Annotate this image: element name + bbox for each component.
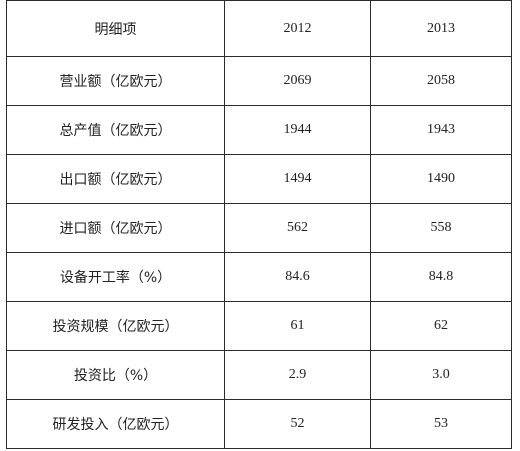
cell-2013: 1490	[370, 154, 512, 204]
cell-2012: 562	[224, 203, 371, 253]
cell-2013: 2058	[370, 56, 512, 106]
table-row: 进口额（亿欧元） 562 558	[6, 203, 512, 253]
row-label: 出口额（亿欧元）	[6, 154, 225, 204]
table-row: 设备开工率（%） 84.6 84.8	[6, 252, 512, 302]
cell-2013: 84.8	[370, 252, 512, 302]
table-header-row: 明细项 2012 2013	[6, 0, 512, 57]
column-header-item: 明细项	[6, 0, 225, 57]
cell-2012: 1944	[224, 105, 371, 155]
row-label: 投资比（%）	[6, 350, 225, 400]
cell-2012: 1494	[224, 154, 371, 204]
cell-2013: 62	[370, 301, 512, 351]
cell-2013: 53	[370, 399, 512, 449]
cell-2012: 84.6	[224, 252, 371, 302]
cell-2012: 2.9	[224, 350, 371, 400]
row-label: 投资规模（亿欧元）	[6, 301, 225, 351]
cell-2013: 558	[370, 203, 512, 253]
table-row: 投资规模（亿欧元） 61 62	[6, 301, 512, 351]
data-table: 明细项 2012 2013 营业额（亿欧元） 2069 2058 总产值（亿欧元…	[6, 0, 512, 449]
row-label: 研发投入（亿欧元）	[6, 399, 225, 449]
column-header-2013: 2013	[370, 0, 512, 57]
cell-2012: 61	[224, 301, 371, 351]
table-row: 营业额（亿欧元） 2069 2058	[6, 56, 512, 106]
table-row: 总产值（亿欧元） 1944 1943	[6, 105, 512, 155]
row-label: 进口额（亿欧元）	[6, 203, 225, 253]
column-header-2012: 2012	[224, 0, 371, 57]
row-label: 设备开工率（%）	[6, 252, 225, 302]
row-label: 营业额（亿欧元）	[6, 56, 225, 106]
table-row: 研发投入（亿欧元） 52 53	[6, 399, 512, 449]
cell-2012: 2069	[224, 56, 371, 106]
table-row: 投资比（%） 2.9 3.0	[6, 350, 512, 400]
row-label: 总产值（亿欧元）	[6, 105, 225, 155]
cell-2012: 52	[224, 399, 371, 449]
table-row: 出口额（亿欧元） 1494 1490	[6, 154, 512, 204]
cell-2013: 1943	[370, 105, 512, 155]
cell-2013: 3.0	[370, 350, 512, 400]
